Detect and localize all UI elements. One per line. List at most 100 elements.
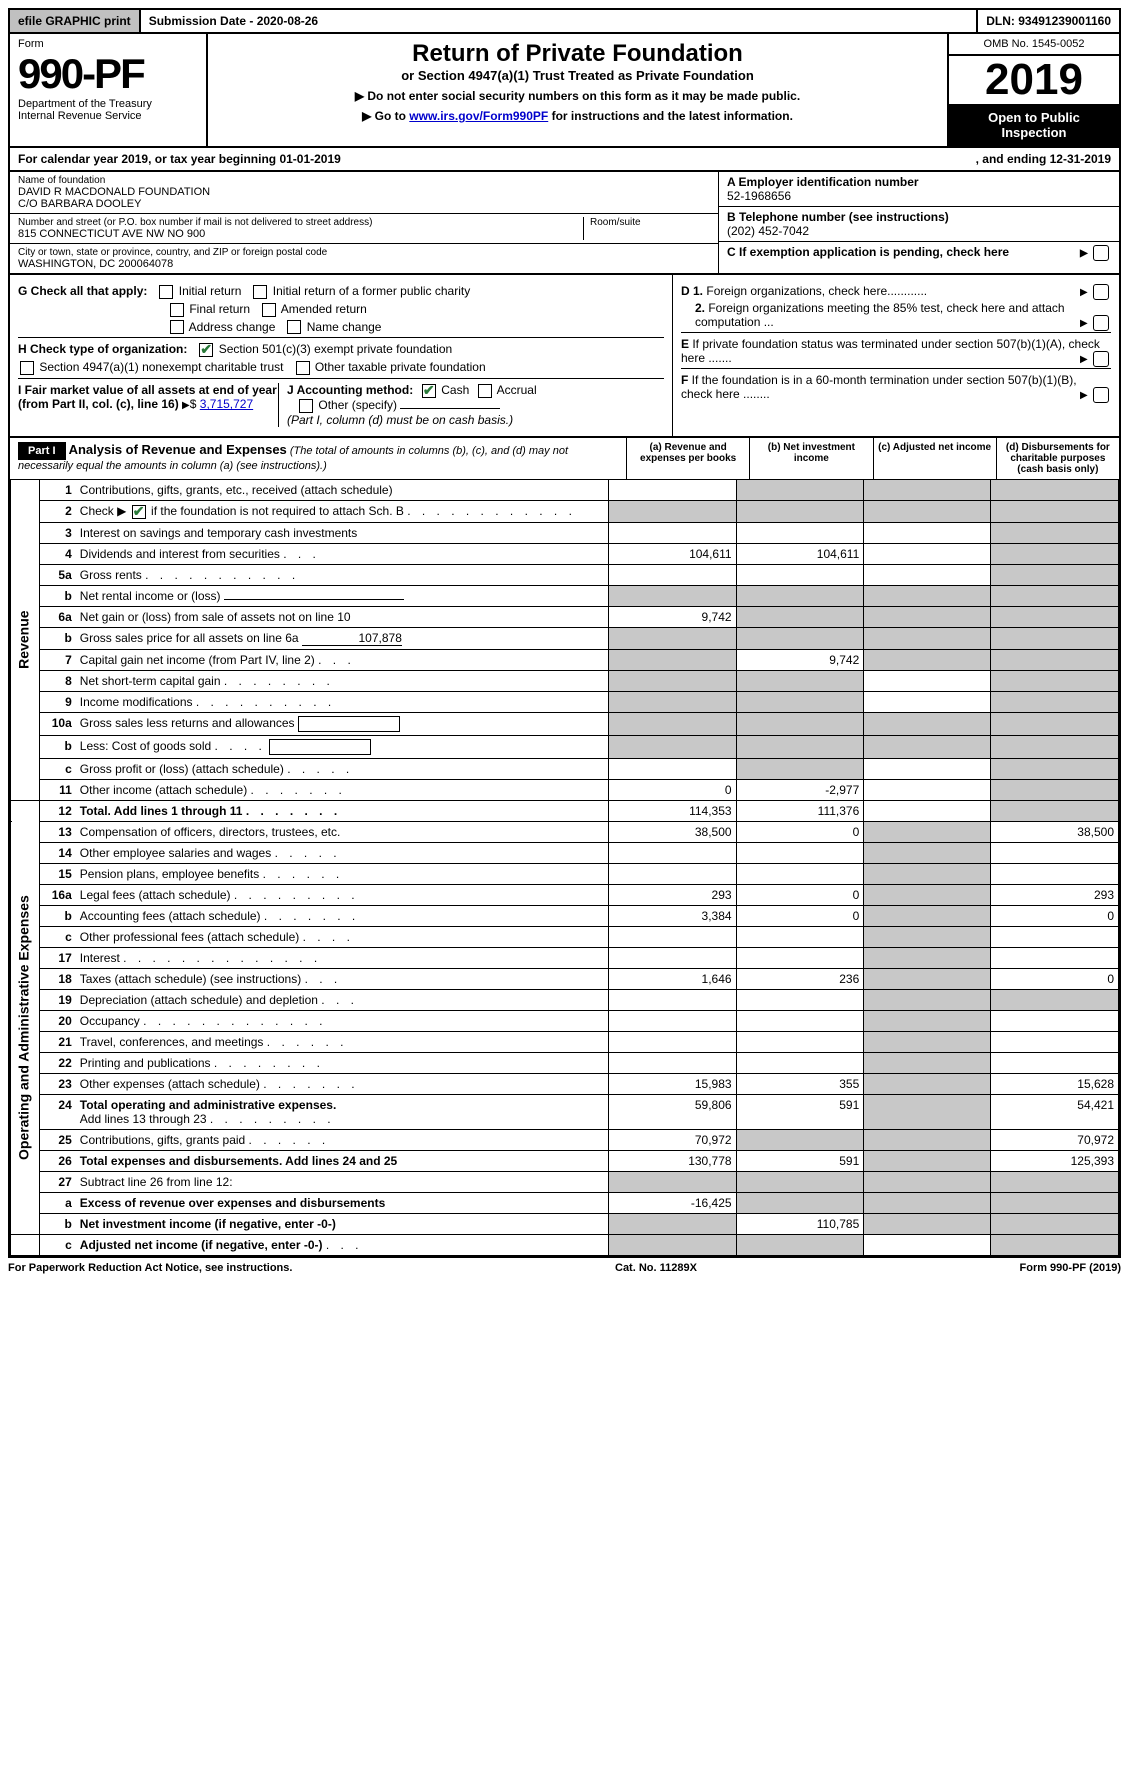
r16a-d: 293 (991, 884, 1119, 905)
submission-date: Submission Date - 2020-08-26 (141, 10, 979, 32)
d2-checkbox[interactable] (1093, 315, 1109, 331)
form-subtitle: or Section 4947(a)(1) Trust Treated as P… (214, 68, 941, 83)
irs: Internal Revenue Service (18, 110, 198, 122)
r16b-b: 0 (736, 905, 864, 926)
r11: Other income (attach schedule) (80, 783, 247, 797)
r3: Interest on savings and temporary cash i… (76, 522, 609, 543)
h-label: H Check type of organization: (18, 342, 187, 356)
h2: Section 4947(a)(1) nonexempt charitable … (39, 360, 283, 374)
arrow-icon (1080, 387, 1088, 401)
amended-checkbox[interactable] (262, 303, 276, 317)
r27b: Net investment income (if negative, ente… (80, 1217, 336, 1231)
f-checkbox[interactable] (1093, 387, 1109, 403)
phone-label: B Telephone number (see instructions) (727, 210, 1111, 224)
r26d: 125,393 (991, 1150, 1119, 1171)
g3: Final return (189, 302, 250, 316)
fmv-value: 3,715,727 (200, 397, 253, 411)
4947-checkbox[interactable] (20, 361, 34, 375)
j3: Other (specify) (318, 398, 397, 412)
form-title: Return of Private Foundation (214, 40, 941, 68)
r14: Other employee salaries and wages (80, 846, 271, 860)
address-change-checkbox[interactable] (170, 320, 184, 334)
d1-checkbox[interactable] (1093, 284, 1109, 300)
r25d: 70,972 (991, 1129, 1119, 1150)
schb-checkbox[interactable] (132, 505, 146, 519)
501c3-checkbox[interactable] (199, 343, 213, 357)
r23a: 15,983 (608, 1073, 736, 1094)
note2-pre: ▶ Go to (362, 109, 409, 123)
exemption-checkbox[interactable] (1093, 245, 1109, 261)
r16a: Legal fees (attach schedule) (80, 888, 231, 902)
foundation-co: C/O BARBARA DOOLEY (18, 198, 710, 210)
instructions-link[interactable]: www.irs.gov/Form990PF (409, 109, 548, 123)
r4: Dividends and interest from securities (80, 547, 280, 561)
address: 815 CONNECTICUT AVE NW NO 900 (18, 228, 583, 240)
r18b: 236 (736, 968, 864, 989)
r4b: 104,611 (736, 543, 864, 564)
cal-begin: For calendar year 2019, or tax year begi… (18, 152, 341, 166)
arrow-icon (1080, 315, 1088, 329)
r24: Total operating and administrative expen… (80, 1098, 337, 1112)
efile-button[interactable]: efile GRAPHIC print (10, 10, 141, 32)
r22: Printing and publications (80, 1056, 211, 1070)
foundation-name: DAVID R MACDONALD FOUNDATION (18, 186, 710, 198)
other-taxable-checkbox[interactable] (296, 361, 310, 375)
r27: Subtract line 26 from line 12: (76, 1171, 609, 1192)
other-method-checkbox[interactable] (299, 399, 313, 413)
r16c: Other professional fees (attach schedule… (80, 930, 299, 944)
initial-former-checkbox[interactable] (253, 285, 267, 299)
j1: Cash (441, 383, 469, 397)
g4: Amended return (281, 302, 367, 316)
r13d: 38,500 (991, 821, 1119, 842)
note-1: ▶ Do not enter social security numbers o… (214, 89, 941, 103)
r23b: 355 (736, 1073, 864, 1094)
e-checkbox[interactable] (1093, 351, 1109, 367)
r16a-b: 0 (736, 884, 864, 905)
r24d: 54,421 (991, 1094, 1119, 1129)
top-bar: efile GRAPHIC print Submission Date - 20… (8, 8, 1121, 34)
r8: Net short-term capital gain (80, 674, 221, 688)
arrow-icon (1080, 351, 1088, 365)
g6: Name change (307, 320, 382, 334)
r6a-a: 9,742 (608, 606, 736, 627)
dln: DLN: 93491239001160 (978, 10, 1119, 32)
j-label: J Accounting method: (287, 383, 413, 397)
cash-checkbox[interactable] (422, 384, 436, 398)
room-label: Room/suite (590, 217, 710, 228)
r23: Other expenses (attach schedule) (80, 1077, 260, 1091)
r11a: 0 (608, 779, 736, 800)
arrow-icon (1080, 245, 1088, 259)
r20: Occupancy (80, 1014, 140, 1028)
lines-table: Revenue 1Contributions, gifts, grants, e… (10, 479, 1119, 1256)
final-return-checkbox[interactable] (170, 303, 184, 317)
col-d-head: (d) Disbursements for charitable purpose… (996, 438, 1119, 479)
r6a: Net gain or (loss) from sale of assets n… (76, 606, 609, 627)
r19: Depreciation (attach schedule) and deple… (80, 993, 318, 1007)
r25a: 70,972 (608, 1129, 736, 1150)
r26b: 591 (736, 1150, 864, 1171)
open-public: Open to Public Inspection (949, 104, 1119, 146)
name-label: Name of foundation (18, 175, 710, 186)
r12: Total. Add lines 1 through 11 (80, 804, 243, 818)
r10b: Less: Cost of goods sold (80, 739, 211, 753)
city: WASHINGTON, DC 200064078 (18, 258, 710, 270)
r13a: 38,500 (608, 821, 736, 842)
r16b-a: 3,384 (608, 905, 736, 926)
arrow-icon (182, 397, 190, 411)
phone: (202) 452-7042 (727, 224, 1111, 238)
name-change-checkbox[interactable] (287, 320, 301, 334)
form-header: Form 990-PF Department of the Treasury I… (8, 34, 1121, 148)
r13b: 0 (736, 821, 864, 842)
r18a: 1,646 (608, 968, 736, 989)
accrual-checkbox[interactable] (478, 384, 492, 398)
r17: Interest (80, 951, 120, 965)
initial-return-checkbox[interactable] (159, 285, 173, 299)
ein-label: A Employer identification number (727, 175, 1111, 189)
r13: Compensation of officers, directors, tru… (76, 821, 609, 842)
g1: Initial return (179, 284, 242, 298)
j-note: (Part I, column (d) must be on cash basi… (287, 413, 513, 427)
check-section: G Check all that apply: Initial return I… (8, 275, 1121, 438)
r11b: -2,977 (736, 779, 864, 800)
r27c: Adjusted net income (if negative, enter … (80, 1238, 323, 1252)
note-2: ▶ Go to www.irs.gov/Form990PF for instru… (214, 109, 941, 123)
